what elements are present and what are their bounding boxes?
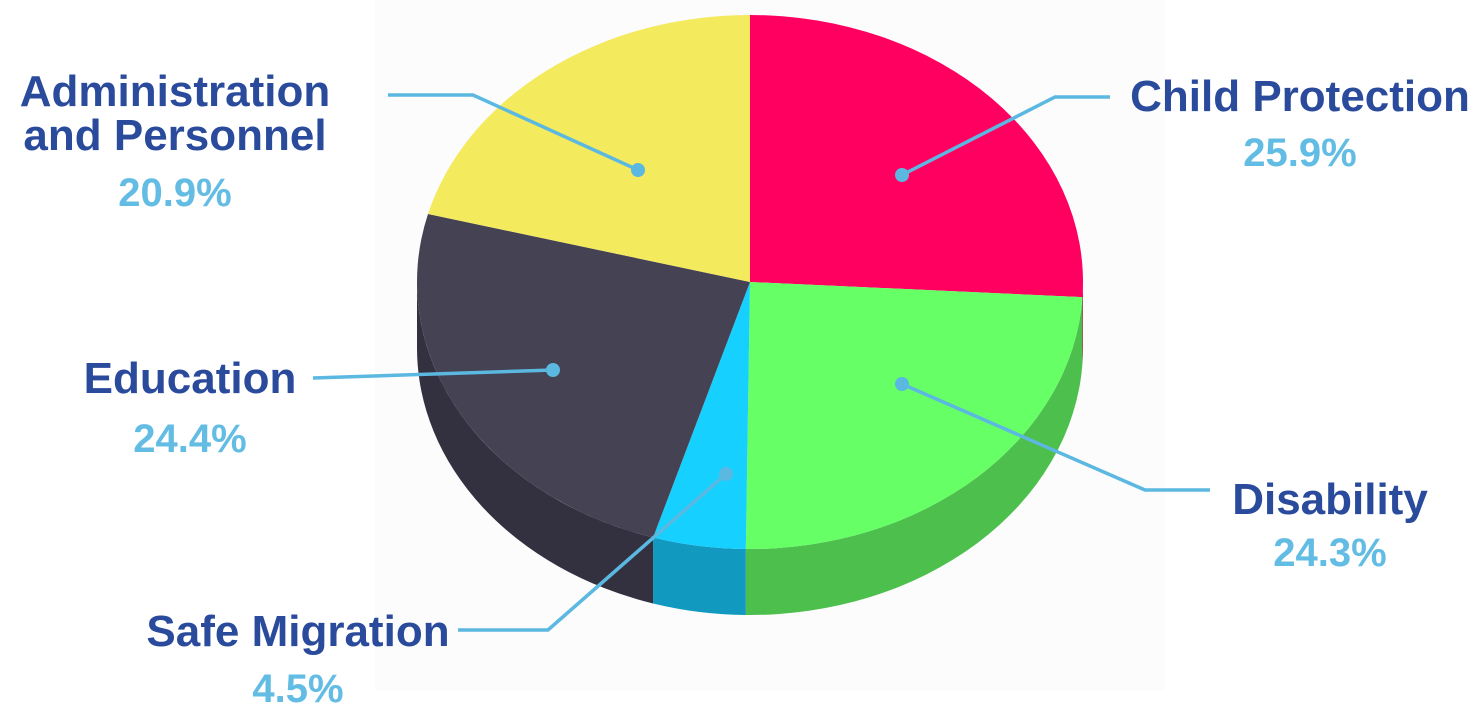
leader-dot-safe-migration (719, 467, 733, 481)
leader-line-education (312, 368, 554, 380)
slice-label-administration-and-personnel-line-2: and Personnel (23, 111, 326, 160)
pie-sides (417, 282, 1083, 615)
slice-label-education: Education (84, 354, 297, 403)
leader-dot-education (546, 363, 560, 377)
leader-line-child-protection (901, 95, 1110, 177)
pie-slice-disability (745, 282, 1083, 550)
pie-slice-safe-migration (653, 282, 750, 549)
pie-leader-lines (312, 93, 1210, 632)
leader-dot-child-protection (895, 168, 909, 182)
slice-value-safe-migration: 4.5% (252, 667, 343, 705)
leader-dot-disability (895, 377, 909, 391)
slice-value-disability: 24.3% (1273, 531, 1386, 575)
slice-label-disability: Disability (1232, 475, 1428, 524)
leader-line-administration-and-personnel (388, 93, 639, 172)
slice-label-safe-migration: Safe Migration (146, 607, 449, 656)
pie-side-child-protection (1082, 282, 1083, 364)
pie-side-disability (745, 297, 1083, 615)
pie-side-education (417, 282, 654, 604)
slice-value-education: 24.4% (133, 417, 246, 461)
slice-label-administration-and-personnel-line-1: Administration (20, 67, 330, 116)
leader-line-safe-migration (458, 472, 728, 632)
leader-line-disability (901, 382, 1210, 492)
leader-dot-administration-and-personnel (631, 163, 645, 177)
pie-tops (416, 15, 1083, 550)
slice-value-child-protection: 25.9% (1243, 131, 1356, 175)
pie-slice-education (416, 213, 750, 538)
slice-label-child-protection: Child Protection (1130, 72, 1470, 121)
slice-value-administration-and-personnel: 20.9% (118, 171, 231, 215)
pie-slice-child-protection (750, 15, 1083, 298)
pie-side-safe-migration (653, 537, 746, 615)
